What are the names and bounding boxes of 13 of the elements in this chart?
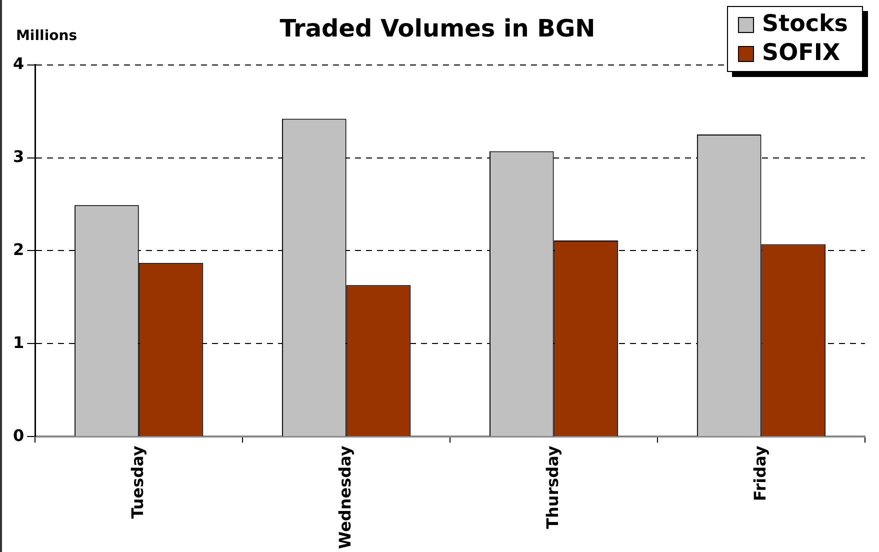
y-tick-label: 4	[12, 54, 24, 73]
x-tick-label: Thursday	[542, 445, 562, 529]
y-tick-label: 0	[12, 426, 24, 445]
y-tick-label: 3	[12, 146, 24, 166]
y-axis-title: Millions	[16, 28, 78, 44]
x-tick-label: Tuesday	[128, 445, 148, 519]
legend-label: Stocks	[762, 10, 848, 39]
y-tick-label: 1	[12, 332, 24, 352]
y-tick-label: 2	[12, 240, 24, 259]
chart-title: Traded Volumes in BGN	[280, 14, 596, 43]
x-tick-label: Friday	[750, 445, 770, 502]
legend-label: SOFIX	[762, 39, 840, 68]
x-tick-label: Wednesday	[335, 445, 354, 550]
